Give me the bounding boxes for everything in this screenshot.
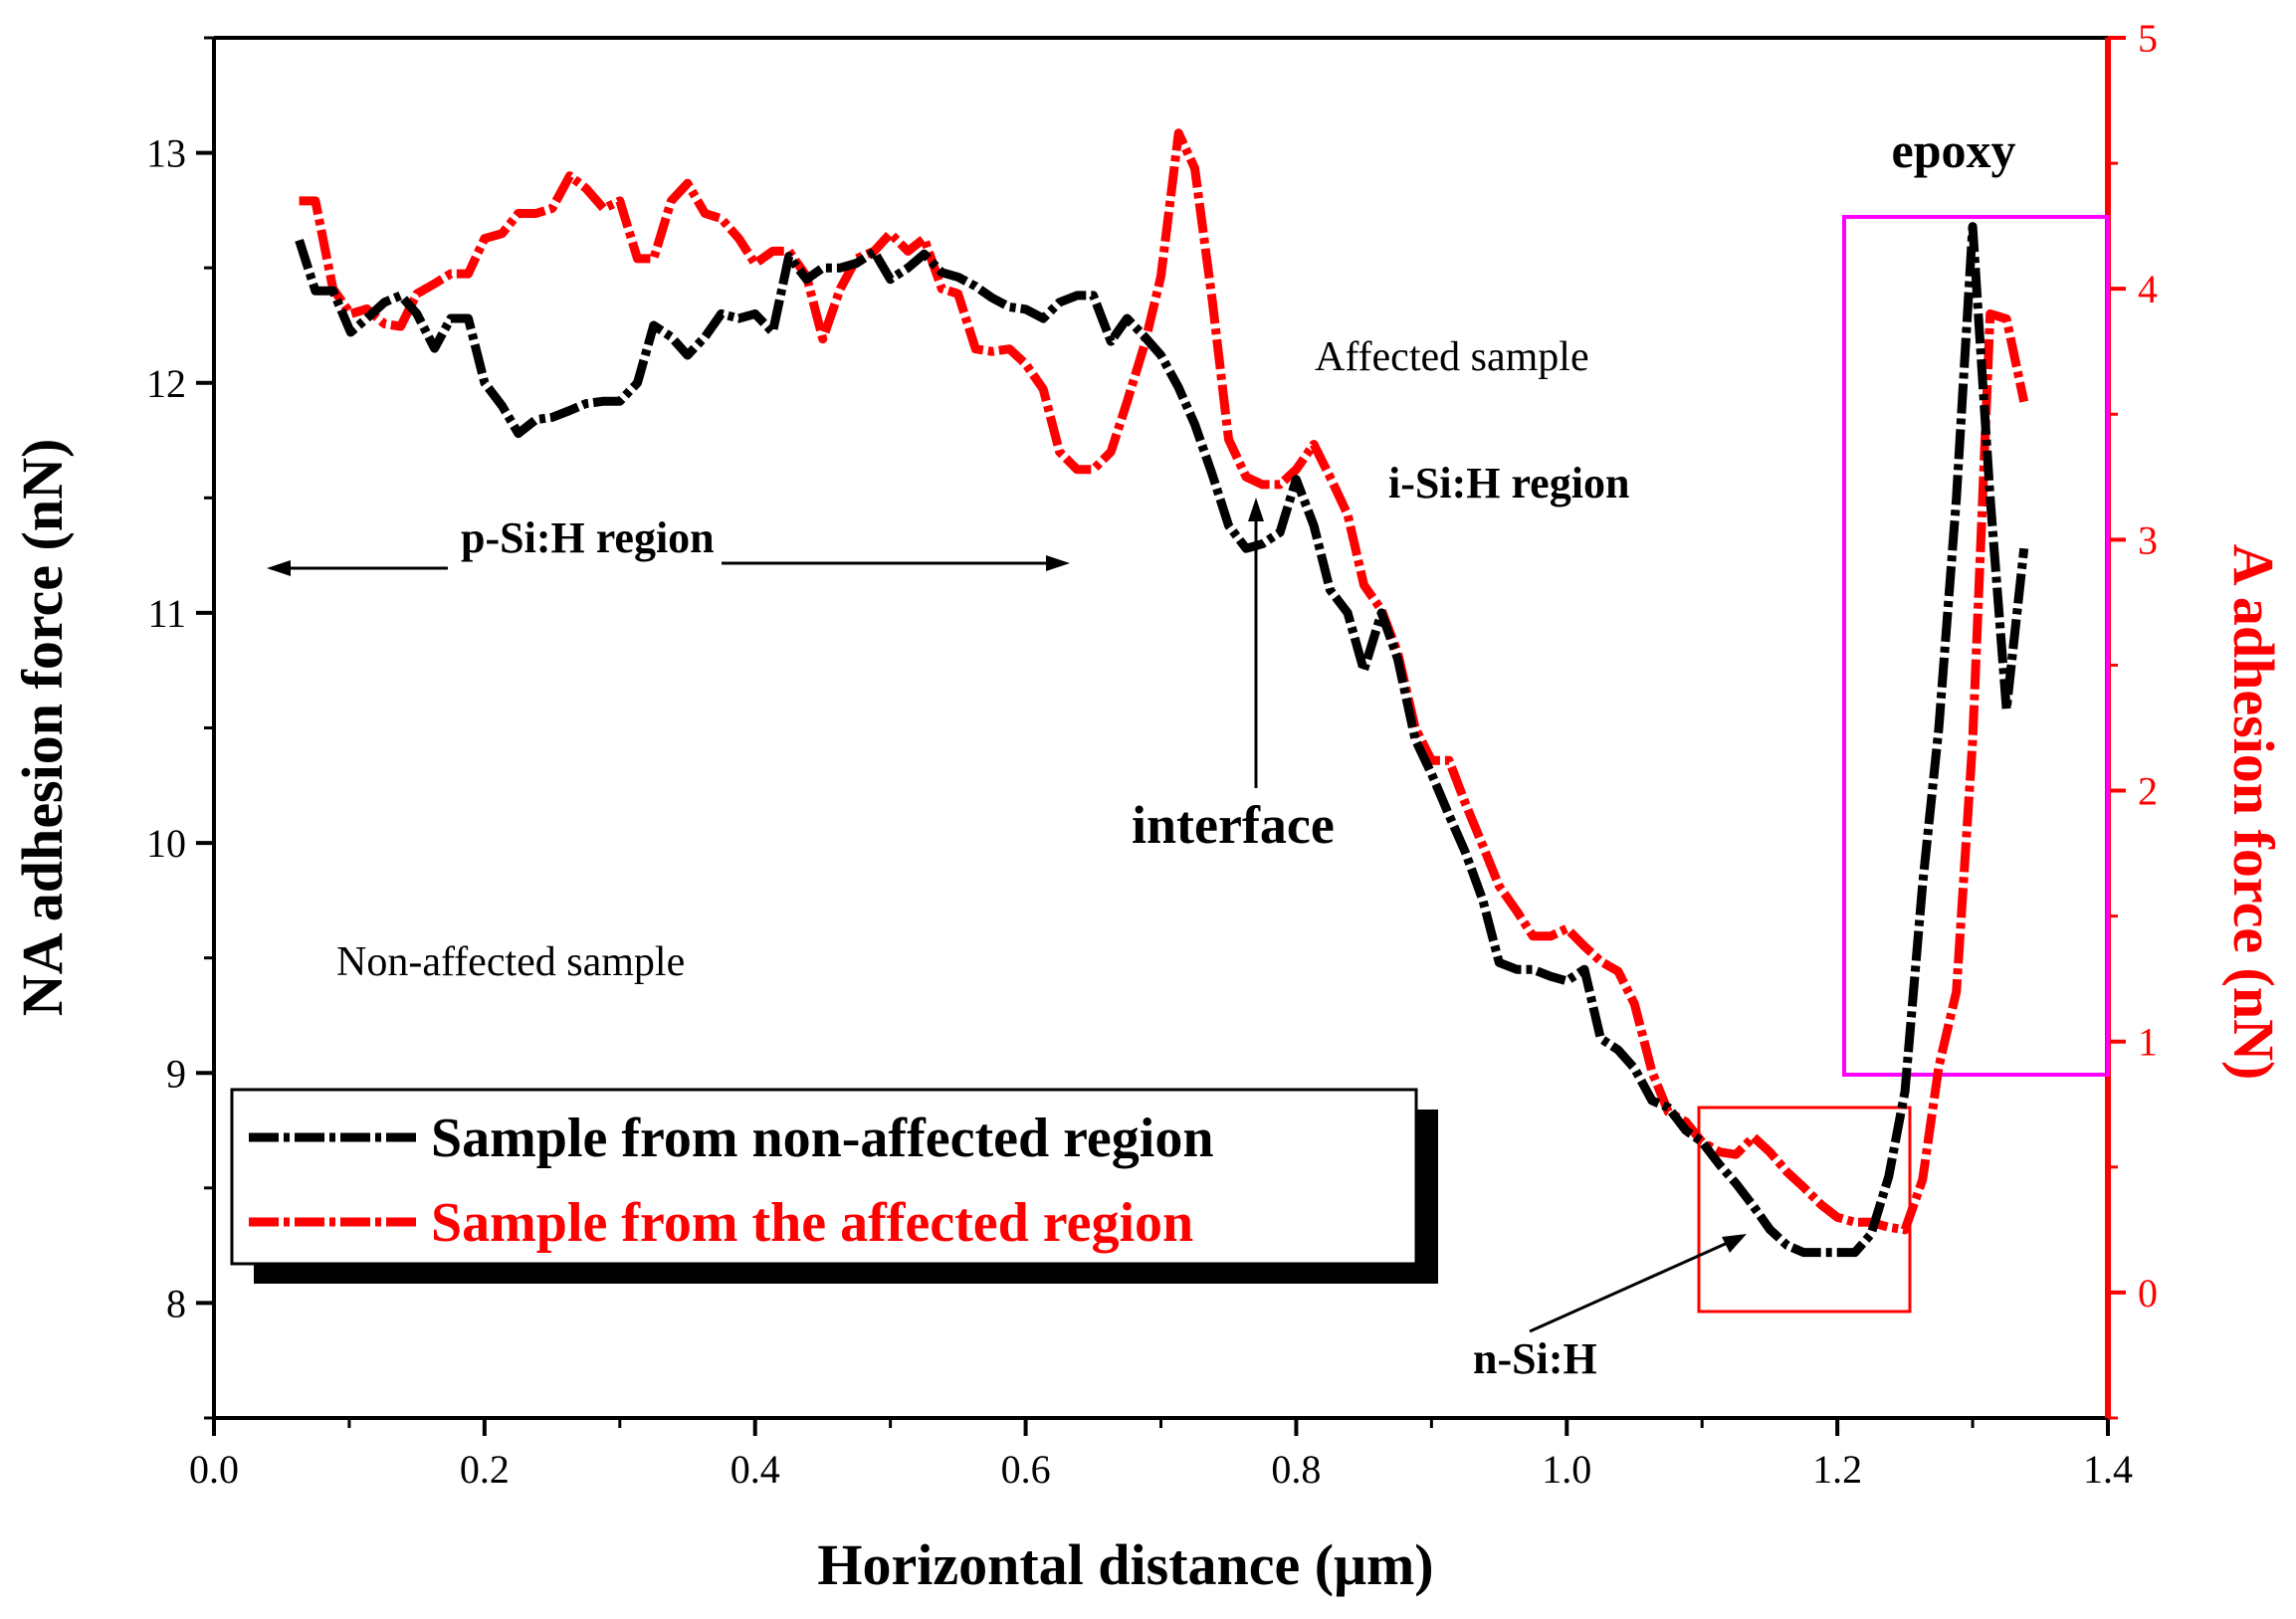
- p-si-h-left-arrow: [267, 560, 448, 576]
- right-y-axis-title: A adhesion force (nN): [2221, 544, 2286, 1081]
- affected-sample-label: Affected sample: [1315, 334, 1589, 380]
- epoxy-highlight-box: [1842, 215, 2110, 1077]
- n-si-h-arrow: [1529, 1234, 1747, 1333]
- x-tick-label: 1.2: [1812, 1447, 1862, 1492]
- right-y-tick-label: 1: [2138, 1020, 2158, 1065]
- x-tick-label: 0.4: [731, 1447, 780, 1492]
- right-y-tick-label: 4: [2138, 267, 2158, 311]
- left-y-tick-label: 12: [146, 361, 186, 406]
- right-y-tick-label: 2: [2138, 769, 2158, 814]
- right-y-tick-label: 3: [2138, 517, 2158, 562]
- left-y-axis-ticks: 8 9 10 11 12 13: [146, 36, 214, 1420]
- i-si-h-region-label: i-Si:H region: [1388, 459, 1629, 507]
- legend-label-affected: Sample from the affected region: [431, 1192, 1193, 1254]
- left-y-tick-label: 8: [166, 1281, 186, 1325]
- x-axis-title: Horizontal distance (μm): [817, 1532, 1433, 1597]
- n-si-h-label: n-Si:H: [1473, 1334, 1597, 1383]
- interface-arrow: [1248, 498, 1264, 788]
- legend: Sample from non-affected region Sample f…: [230, 1088, 1438, 1284]
- x-tick-label: 0.6: [1001, 1447, 1051, 1492]
- x-tick-label: 1.0: [1542, 1447, 1591, 1492]
- affected-series-line: [299, 128, 2029, 1235]
- x-tick-label: 1.4: [2083, 1447, 2133, 1492]
- legend-label-non-affected: Sample from non-affected region: [431, 1108, 1214, 1169]
- left-y-tick-label: 9: [166, 1051, 186, 1096]
- non-affected-sample-label: Non-affected sample: [336, 939, 685, 985]
- p-si-h-right-arrow: [722, 555, 1070, 571]
- p-si-h-region-label: p-Si:H region: [461, 513, 715, 562]
- right-y-tick-label: 5: [2138, 16, 2158, 61]
- x-tick-label: 0.2: [460, 1447, 510, 1492]
- left-y-tick-label: 11: [147, 591, 186, 636]
- right-y-axis-ticks: 0 1 2 3 4 5: [2108, 16, 2158, 1420]
- left-y-axis-title: NA adhesion force (nN): [10, 439, 75, 1017]
- x-tick-label: 0.0: [189, 1447, 239, 1492]
- interface-label: interface: [1132, 795, 1335, 855]
- epoxy-label: epoxy: [1892, 122, 2016, 178]
- right-y-tick-label: 0: [2138, 1271, 2158, 1315]
- x-tick-label: 0.8: [1271, 1447, 1321, 1492]
- left-y-tick-label: 13: [146, 131, 186, 176]
- non-affected-series-line: [295, 222, 2029, 1258]
- legend-box: [230, 1088, 1418, 1266]
- x-axis-ticks: 0.0 0.2 0.4 0.6 0.8 1.0 1.2 1.4: [189, 1418, 2133, 1492]
- left-y-tick-label: 10: [146, 821, 186, 866]
